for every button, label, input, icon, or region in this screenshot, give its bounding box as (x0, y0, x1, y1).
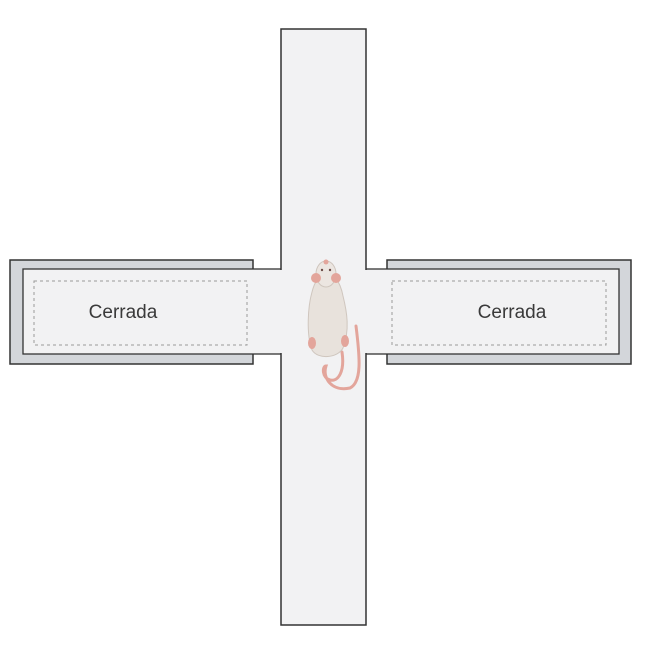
mouse-hind-right (341, 335, 349, 347)
mouse-eye-right (328, 268, 332, 272)
mouse-ear-right (331, 273, 341, 283)
mouse-eye-left (320, 268, 324, 272)
mouse-body (307, 273, 348, 357)
mouse-tail (321, 324, 361, 391)
right-arm-junction (364, 270, 388, 353)
right-closed-arm-label: Cerrada (478, 302, 547, 323)
left-closed-arm-zone (33, 280, 248, 346)
left-closed-arm-label: Cerrada (89, 302, 158, 323)
mouse-nose (323, 259, 329, 265)
mouse-hind-left (308, 337, 316, 349)
right-closed-arm-zone (391, 280, 607, 346)
right-closed-arm-floor (364, 268, 620, 355)
left-closed-arm-floor (22, 268, 283, 355)
mouse-ear-left (311, 273, 321, 283)
left-arm-junction (253, 270, 283, 353)
mouse-icon (307, 259, 361, 391)
